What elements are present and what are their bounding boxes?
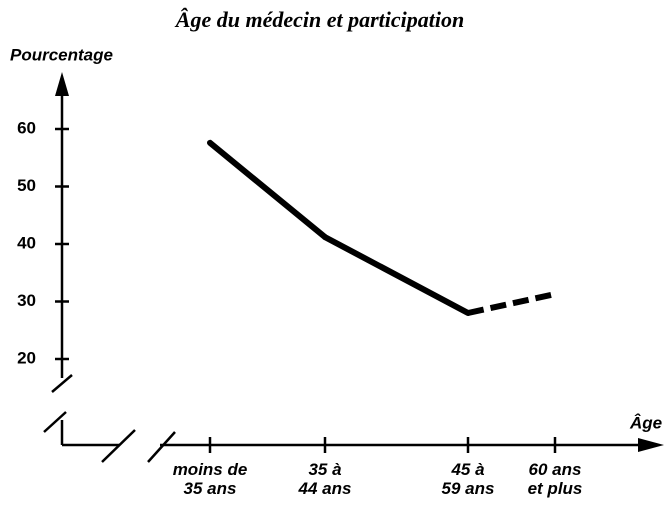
line-segment bbox=[207, 139, 328, 241]
axes bbox=[43, 72, 664, 463]
y-tick-label: 40 bbox=[17, 233, 36, 252]
x-tick-label: 60 ans et plus bbox=[527, 460, 583, 498]
line-segment bbox=[467, 291, 556, 316]
y-tick-label: 20 bbox=[17, 348, 36, 367]
y-tick-label: 30 bbox=[17, 291, 36, 310]
y-tick-label: 60 bbox=[17, 118, 36, 137]
x-tick-label: moins de 35 ans bbox=[172, 460, 248, 498]
y-axis-label: Pourcentage bbox=[10, 45, 113, 64]
line-segment bbox=[322, 234, 471, 316]
y-tick-label: 50 bbox=[17, 176, 36, 195]
x-axis-label: Âge bbox=[629, 413, 662, 432]
chart-title: Âge du médecin et participation bbox=[174, 7, 464, 32]
x-tick-label: 45 à 59 ans bbox=[441, 460, 495, 498]
x-tick-label: 35 à 44 ans bbox=[298, 460, 352, 498]
